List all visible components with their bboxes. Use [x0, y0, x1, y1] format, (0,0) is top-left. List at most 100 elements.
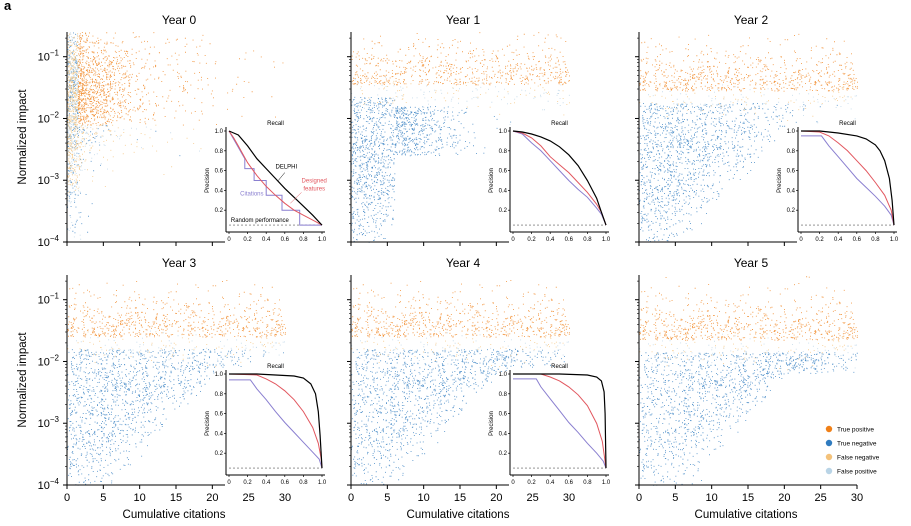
pr-curve-designed-features [512, 130, 607, 226]
inset-x-label: Recall [267, 121, 284, 127]
scatter-fp [67, 327, 285, 370]
inset-y-tick-label: 1.0 [215, 372, 224, 378]
scatter-tn [639, 352, 858, 486]
inset-y-tick-label: 1.0 [215, 129, 224, 135]
scatter-fn [67, 33, 202, 193]
inset-x-tick-label: 1.0 [318, 237, 327, 243]
y-axis-label: Normalized impact [17, 332, 29, 428]
scatter-tp [77, 32, 284, 126]
pr-inset: Recall Precision 0 0.2 0.4 0.6 0.8 1.0 0.2 0.4 0.6… [489, 364, 614, 491]
panel-title: Year 3 [162, 256, 197, 270]
x-tick-label: 5 [672, 492, 678, 504]
inset-x-tick-label: 0.4 [834, 237, 843, 243]
inset-x-tick-label: 0.2 [815, 237, 824, 243]
inset-y-tick-label: 0.4 [787, 188, 796, 194]
scatter-tn [351, 96, 523, 243]
inset-y-tick-label: 0.2 [215, 451, 224, 457]
scatter-fn [351, 321, 564, 368]
scatter-tp [639, 276, 858, 341]
pr-curve-citations [801, 135, 895, 226]
panel-title: Year 5 [734, 256, 769, 270]
inset-y-label: Precision [489, 168, 495, 193]
inset-x-tick-label: 0.4 [546, 237, 555, 243]
annotation-random-performance: Random performance [231, 218, 290, 224]
inset-y-tick-label: 0.6 [499, 412, 508, 418]
inset-x-label: Recall [551, 364, 568, 370]
scatter-points [639, 276, 858, 486]
x-tick-label: 5 [384, 492, 390, 504]
pr-inset: Recall Precision 0 0.2 0.4 0.6 0.8 1.0 0.2 0.4 0.6… [205, 121, 330, 248]
x-axis-label: Cumulative citations [123, 509, 226, 521]
x-tick-label: 0 [64, 492, 70, 504]
legend-label: False negative [837, 455, 880, 462]
inset-x-tick-label: 0.6 [565, 480, 574, 486]
inset-x-tick-label: 1.0 [602, 480, 611, 486]
panel-title: Year 0 [162, 13, 197, 27]
inset-background [509, 368, 614, 491]
inset-x-tick-label: 0.8 [299, 480, 308, 486]
y-tick-label: 10−2 [38, 353, 60, 368]
designed-pointer [290, 192, 302, 204]
pr-curve-designed-features [228, 373, 323, 469]
inset-x-tick-label: 0.6 [281, 237, 290, 243]
x-tick-label: 20 [490, 492, 502, 504]
x-tick-label: 25 [527, 492, 539, 504]
x-tick-label: 15 [454, 492, 466, 504]
inset-y-tick-label: 0.6 [499, 169, 508, 175]
inset-x-tick-label: 0 [227, 480, 231, 486]
inset-y-tick-label: 0.2 [499, 208, 508, 214]
scatter-points [639, 33, 858, 242]
scatter-tp [351, 32, 570, 86]
scatter-fp [639, 81, 857, 124]
y-axis-label: Normalized impact [17, 89, 29, 185]
pr-curve-delphi [229, 373, 323, 469]
scatter-panel-1: Year 1 Recall Precision 0 0.2 0.4 0.6 0.8 1.0 0.2… [347, 13, 614, 248]
legend-marker-true-negative [825, 439, 833, 447]
inset-x-tick-label: 0.8 [871, 237, 880, 243]
inset-y-tick-label: 0.6 [787, 169, 796, 175]
inset-x-tick-label: 0.8 [583, 237, 592, 243]
x-tick-label: 10 [706, 492, 718, 504]
scatter-fp [351, 327, 569, 370]
inset-background [225, 368, 330, 491]
pr-curve-citations [229, 379, 323, 469]
inset-x-tick-label: 0.4 [262, 480, 271, 486]
scatter-points [351, 32, 570, 243]
pr-inset: Recall Precision 0 0.2 0.4 0.6 0.8 1.0 0.2 0.4 0.6… [777, 121, 902, 248]
annotation-designed-features-2: features [303, 186, 325, 192]
inset-y-tick-label: 0.2 [787, 208, 796, 214]
inset-x-tick-label: 1.0 [318, 480, 327, 486]
inset-x-label: Recall [551, 121, 568, 127]
x-tick-label: 25 [243, 492, 255, 504]
legend-label: True positive [837, 427, 874, 434]
pr-inset: Recall Precision 0 0.2 0.4 0.6 0.8 1.0 0.2 0.4 0.6… [205, 364, 330, 491]
scatter-fp [639, 330, 857, 373]
pr-curve-designed-features [800, 130, 895, 226]
x-tick-label: 30 [851, 492, 863, 504]
inset-y-tick-label: 0.2 [215, 208, 224, 214]
annotation-citations: Citations [240, 191, 263, 197]
scatter-panel-3: Year 3 0 5 10 15 20 25 30 10−4 10−3 10−2 10−1 Normal… [17, 256, 330, 521]
x-tick-label: 15 [742, 492, 754, 504]
x-tick-label: 0 [636, 492, 642, 504]
inset-y-tick-label: 0.8 [499, 392, 508, 398]
x-tick-label: 10 [134, 492, 146, 504]
panel-title: Year 2 [734, 13, 769, 27]
pr-curve-delphi [228, 130, 323, 226]
inset-x-tick-label: 0.2 [243, 480, 252, 486]
inset-x-tick-label: 0.8 [583, 480, 592, 486]
scatter-fn [639, 75, 852, 121]
y-tick-label: 10−4 [38, 234, 60, 249]
inset-x-tick-label: 0.4 [546, 480, 555, 486]
x-tick-label: 15 [170, 492, 182, 504]
scatter-panel-2: Year 2 Recall Precision 0 0.2 0.4 0.6 0.8 1.0 0.2… [635, 13, 902, 248]
x-tick-label: 20 [206, 492, 218, 504]
scatter-points [351, 280, 570, 485]
inset-y-tick-label: 0.8 [215, 149, 224, 155]
scatter-tp [351, 280, 570, 338]
inset-y-tick-label: 0.4 [499, 431, 508, 437]
inset-y-tick-label: 1.0 [499, 129, 508, 135]
inset-y-tick-label: 0.2 [499, 451, 508, 457]
x-tick-label: 5 [100, 492, 106, 504]
inset-x-tick-label: 0.2 [527, 480, 536, 486]
